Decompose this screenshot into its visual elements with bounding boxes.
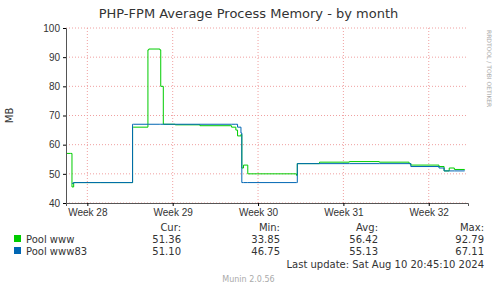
grid-line <box>66 86 468 87</box>
axis-line <box>67 204 469 207</box>
tick: 60 <box>49 139 66 150</box>
grid-line <box>87 28 88 203</box>
grid-line <box>428 28 429 203</box>
legend-header: Avg: <box>356 222 378 233</box>
watermark: RRDTOOL / TOBI OETIKER <box>486 30 493 107</box>
grid-line <box>343 28 344 203</box>
tick: 80 <box>49 81 66 92</box>
tick: 50 <box>49 169 66 180</box>
tick: 100 <box>43 23 66 34</box>
legend-stat: 46.75 <box>251 246 280 257</box>
legend-stat: 51.10 <box>152 246 181 257</box>
legend-stat: 67.11 <box>455 246 484 257</box>
legend-label: Pool www83 <box>26 246 87 257</box>
legend-stat: 92.79 <box>455 234 484 245</box>
tick: Week 30 <box>239 203 279 218</box>
grid-line <box>66 28 468 29</box>
legend-label: Pool www <box>26 234 74 245</box>
chart: PHP-FPM Average Process Memory - by mont… <box>0 0 497 287</box>
tick: 40 <box>49 198 66 209</box>
legend-header: Min: <box>259 222 280 233</box>
tick-label: 50 <box>49 169 61 180</box>
legend-header: Cur: <box>160 222 181 233</box>
tick-label: 100 <box>43 23 60 34</box>
legend-swatch <box>14 247 21 254</box>
legend-stat: 51.36 <box>152 234 181 245</box>
grid-line <box>172 28 173 203</box>
legend-stat: 33.85 <box>251 234 280 245</box>
legend-swatch <box>14 235 21 242</box>
tick-mark <box>63 203 66 204</box>
grid-line <box>258 28 259 203</box>
grid <box>66 28 468 203</box>
tick: Week 28 <box>68 203 108 218</box>
tick-mark <box>63 86 66 87</box>
credit: Munin 2.0.56 <box>222 275 274 284</box>
tick-label: Week 32 <box>410 207 450 218</box>
axis-line <box>63 29 67 204</box>
tick-label: Week 29 <box>154 207 194 218</box>
tick-mark <box>63 57 66 58</box>
legend-header: Max: <box>460 222 484 233</box>
y-axis-title: MB <box>4 108 15 124</box>
tick-label: Week 28 <box>68 207 108 218</box>
tick-mark <box>87 203 88 206</box>
series-group <box>66 49 465 187</box>
tick-label: 40 <box>49 198 61 209</box>
tick-mark <box>173 203 174 206</box>
tick-label: 70 <box>49 110 61 121</box>
legend: Cur: Min: Avg: Max: Pool www 51.36 33.85 56.42 9… <box>14 222 484 257</box>
tick-label: 80 <box>49 81 61 92</box>
tick: Week 31 <box>324 203 364 218</box>
tick-mark <box>343 203 344 206</box>
tick: Week 29 <box>154 203 194 218</box>
series-line <box>66 49 465 187</box>
legend-stat: 56.42 <box>349 234 378 245</box>
tick-mark <box>63 116 66 117</box>
tick-label: 60 <box>49 139 61 150</box>
plot-area <box>66 28 468 203</box>
tick-label: Week 30 <box>239 207 279 218</box>
x-axis: Week 28 Week 29 Week 30 Week 31 Week 32 <box>67 203 469 218</box>
tick-mark <box>429 203 430 206</box>
tick: 70 <box>49 110 66 121</box>
last-update: Last update: Sat Aug 10 20:45:10 2024 <box>286 259 484 270</box>
y-axis: 40 50 60 70 80 90 100 <box>43 23 66 209</box>
tick: Week 32 <box>410 203 450 218</box>
grid-line <box>66 57 468 58</box>
tick-mark <box>63 145 66 146</box>
series-line <box>72 124 465 183</box>
tick: 90 <box>49 52 66 63</box>
tick-label: Week 31 <box>324 207 364 218</box>
tick-mark <box>63 174 66 175</box>
tick-mark <box>63 28 66 29</box>
grid-line <box>66 144 468 145</box>
tick-label: 90 <box>49 52 61 63</box>
legend-stat: 55.13 <box>349 246 378 257</box>
title: PHP-FPM Average Process Memory - by mont… <box>99 6 399 21</box>
grid-line <box>66 115 468 116</box>
tick-mark <box>258 203 259 206</box>
